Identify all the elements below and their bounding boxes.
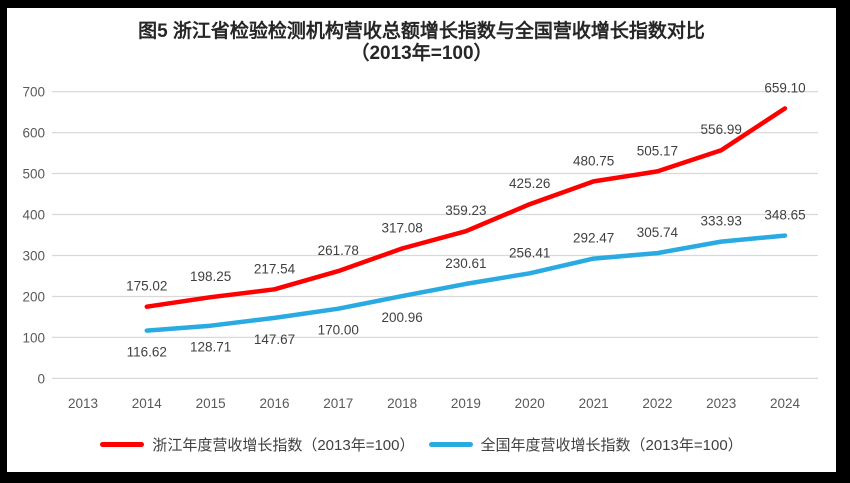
data-label: 659.10	[764, 80, 805, 95]
chart-title-line1: 图5 浙江省检验检测机构营收总额增长指数与全国营收增长指数对比	[138, 21, 705, 42]
legend-item-national: 全国年度营收增长指数（2013年=100）	[428, 434, 743, 455]
y-axis-tick-label: 500	[22, 167, 45, 182]
x-axis-tick-label: 2023	[706, 396, 736, 411]
x-axis-tick-label: 2014	[132, 396, 163, 411]
x-axis-tick-label: 2021	[579, 396, 609, 411]
y-axis-tick-label: 0	[37, 371, 45, 386]
data-label: 556.99	[701, 122, 742, 137]
legend-swatch-zhejiang-line	[100, 441, 145, 447]
y-axis-tick-label: 400	[22, 208, 45, 223]
data-label: 198.25	[190, 269, 231, 284]
y-axis-tick-label: 300	[22, 249, 45, 264]
data-label: 348.65	[764, 208, 805, 223]
data-label: 305.74	[637, 225, 679, 240]
data-label: 116.62	[127, 345, 167, 360]
data-label: 359.23	[445, 203, 486, 218]
data-label: 505.17	[637, 143, 678, 158]
x-axis-tick-label: 2016	[259, 396, 289, 411]
y-axis-tick-label: 700	[22, 85, 45, 100]
series-line-national	[144, 233, 788, 333]
chart-legend: 浙江年度营收增长指数（2013年=100） 全国年度营收增长指数（2013年=1…	[7, 432, 836, 456]
data-label: 425.26	[509, 176, 550, 191]
data-label: 170.00	[318, 323, 359, 338]
x-axis-tick-label: 2019	[451, 396, 481, 411]
data-label: 256.41	[509, 245, 550, 260]
x-axis-tick-label: 2013	[68, 396, 98, 411]
x-axis-tick-label: 2024	[770, 396, 801, 411]
data-label: 317.08	[381, 221, 422, 236]
legend-item-zhejiang: 浙江年度营收增长指数（2013年=100）	[100, 434, 415, 455]
data-label: 333.93	[701, 214, 742, 229]
chart-title-line2: （2013年=100）	[350, 43, 493, 64]
chart-card: 图5 浙江省检验检测机构营收总额增长指数与全国营收增长指数对比 （2013年=1…	[7, 8, 836, 472]
data-label: 217.54	[254, 261, 296, 276]
data-label: 175.02	[126, 279, 167, 294]
chart-title: 图5 浙江省检验检测机构营收总额增长指数与全国营收增长指数对比 （2013年=1…	[7, 21, 836, 65]
legend-label-national: 全国年度营收增长指数（2013年=100）	[480, 436, 743, 454]
x-axis-tick-label: 2018	[387, 396, 417, 411]
legend-label-zhejiang: 浙江年度营收增长指数（2013年=100）	[152, 436, 415, 454]
data-label: 480.75	[573, 153, 614, 168]
y-axis-tick-label: 100	[22, 330, 45, 345]
line-chart-plot: 0 100 200 300 400 500 600 700 2013 2014 2015 2016 20…	[22, 80, 818, 411]
y-axis-tick-label: 200	[22, 290, 45, 305]
data-label: 200.96	[381, 310, 422, 325]
data-label: 261.78	[318, 243, 359, 258]
x-axis-tick-label: 2022	[642, 396, 672, 411]
data-label: 128.71	[190, 340, 231, 355]
x-axis-tick-label: 2017	[323, 396, 353, 411]
data-label: 147.67	[254, 332, 295, 347]
x-axis-tick-label: 2015	[196, 396, 226, 411]
data-label: 230.61	[445, 256, 486, 271]
x-axis-tick-label: 2020	[515, 396, 545, 411]
data-label: 292.47	[573, 231, 614, 246]
y-axis-tick-label: 600	[22, 126, 45, 141]
legend-swatch-national-line	[428, 441, 473, 447]
series-line-zhejiang	[144, 106, 788, 309]
